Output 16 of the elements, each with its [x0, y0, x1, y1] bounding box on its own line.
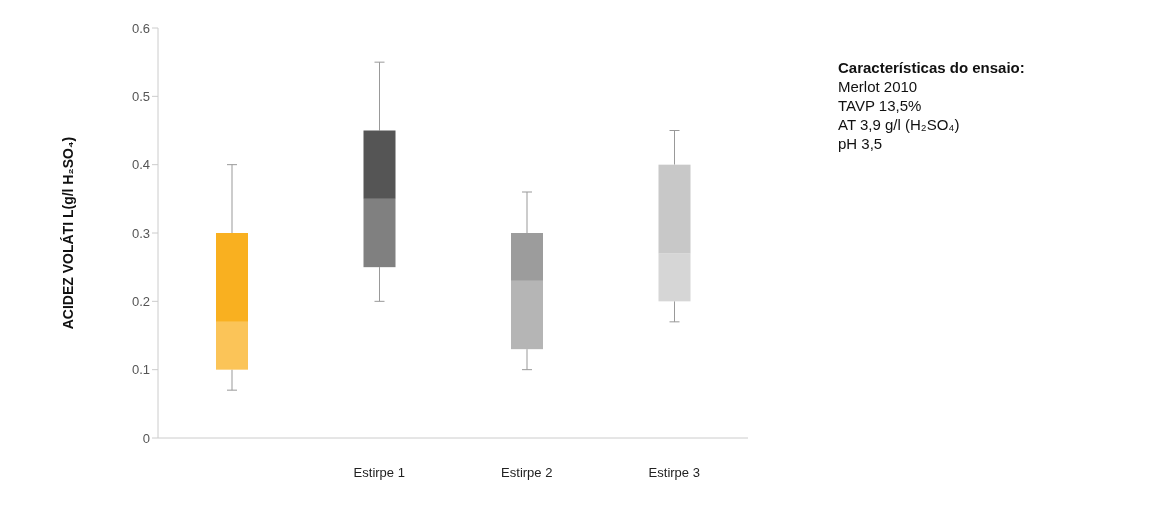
x-tick-label: Estirpe 2: [501, 465, 553, 481]
text: pH 3,5: [838, 134, 884, 153]
text: Merlot 2010: [838, 77, 919, 96]
y-tick-label: 0.4: [131, 157, 150, 173]
y-axis-title: ACIDEZ VOLÁTI L(g/l H₂SO₄): [59, 136, 76, 330]
y-tick-label: 0.6: [131, 20, 150, 36]
text: TAVP 13,5%: [838, 96, 923, 115]
y-tick-label: 0.3: [131, 225, 150, 241]
y-tick-label: 0: [142, 430, 150, 446]
y-tick-label: 0.2: [131, 293, 150, 309]
text: Características do ensaio:: [838, 58, 1025, 77]
text: AT 3,9 g/l (H₂SO₄): [838, 115, 961, 134]
x-tick-label: Estirpe 1: [353, 465, 405, 481]
y-tick-label: 0.1: [131, 362, 150, 378]
x-tick-label: Estirpe 3: [648, 465, 700, 481]
y-tick-label: 0.5: [131, 88, 150, 104]
